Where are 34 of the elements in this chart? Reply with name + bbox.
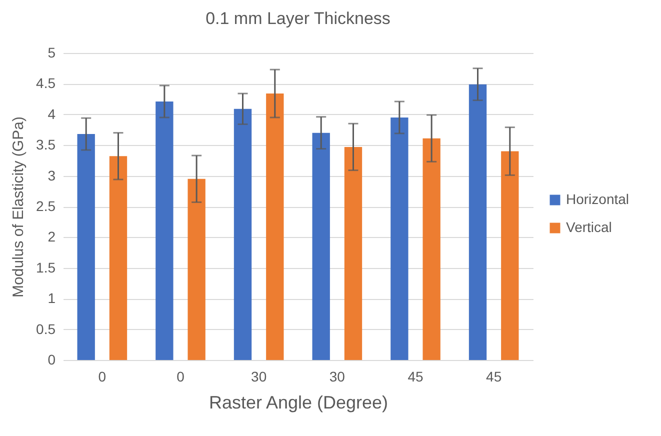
y-tick-label: 4 [48, 106, 56, 122]
x-tick-label: 45 [408, 368, 424, 384]
bar [109, 156, 128, 360]
x-axis-title: Raster Angle (Degree) [208, 392, 388, 412]
y-tick-label: 5 [48, 44, 56, 60]
x-tick-label: 30 [251, 368, 267, 384]
y-tick-label: 2 [48, 228, 56, 245]
bar [266, 94, 284, 360]
y-tick-label: 1 [48, 290, 56, 306]
x-tick-label: 30 [329, 368, 346, 384]
y-axis-title: Modulus of Elasticity (GPa) [10, 116, 28, 298]
y-tick-label: 3.5 [36, 136, 56, 153]
bar [422, 138, 440, 360]
bar [156, 102, 174, 360]
y-tick-label: 0 [48, 352, 56, 368]
legend-label: Horizontal [566, 191, 630, 207]
y-tick-label: 4.5 [36, 75, 56, 92]
bar [188, 178, 206, 360]
chart-title: 0.1 mm Layer Thickness [206, 9, 390, 28]
bar [234, 108, 252, 360]
y-tick-label: 3 [48, 167, 56, 184]
y-tick-label: 1.5 [36, 259, 56, 276]
bar [390, 117, 408, 360]
bar [468, 84, 487, 360]
x-tick-label: 45 [486, 368, 502, 384]
y-tick-label: 2.5 [36, 198, 56, 214]
x-tick-label: 0 [98, 368, 106, 384]
x-tick-label: 0 [176, 368, 185, 384]
bar [312, 132, 330, 360]
bar [501, 151, 519, 360]
y-tick-label: 0.5 [36, 320, 56, 337]
bar [344, 146, 362, 360]
legend-label: Vertical [566, 219, 612, 235]
bar [77, 134, 95, 360]
